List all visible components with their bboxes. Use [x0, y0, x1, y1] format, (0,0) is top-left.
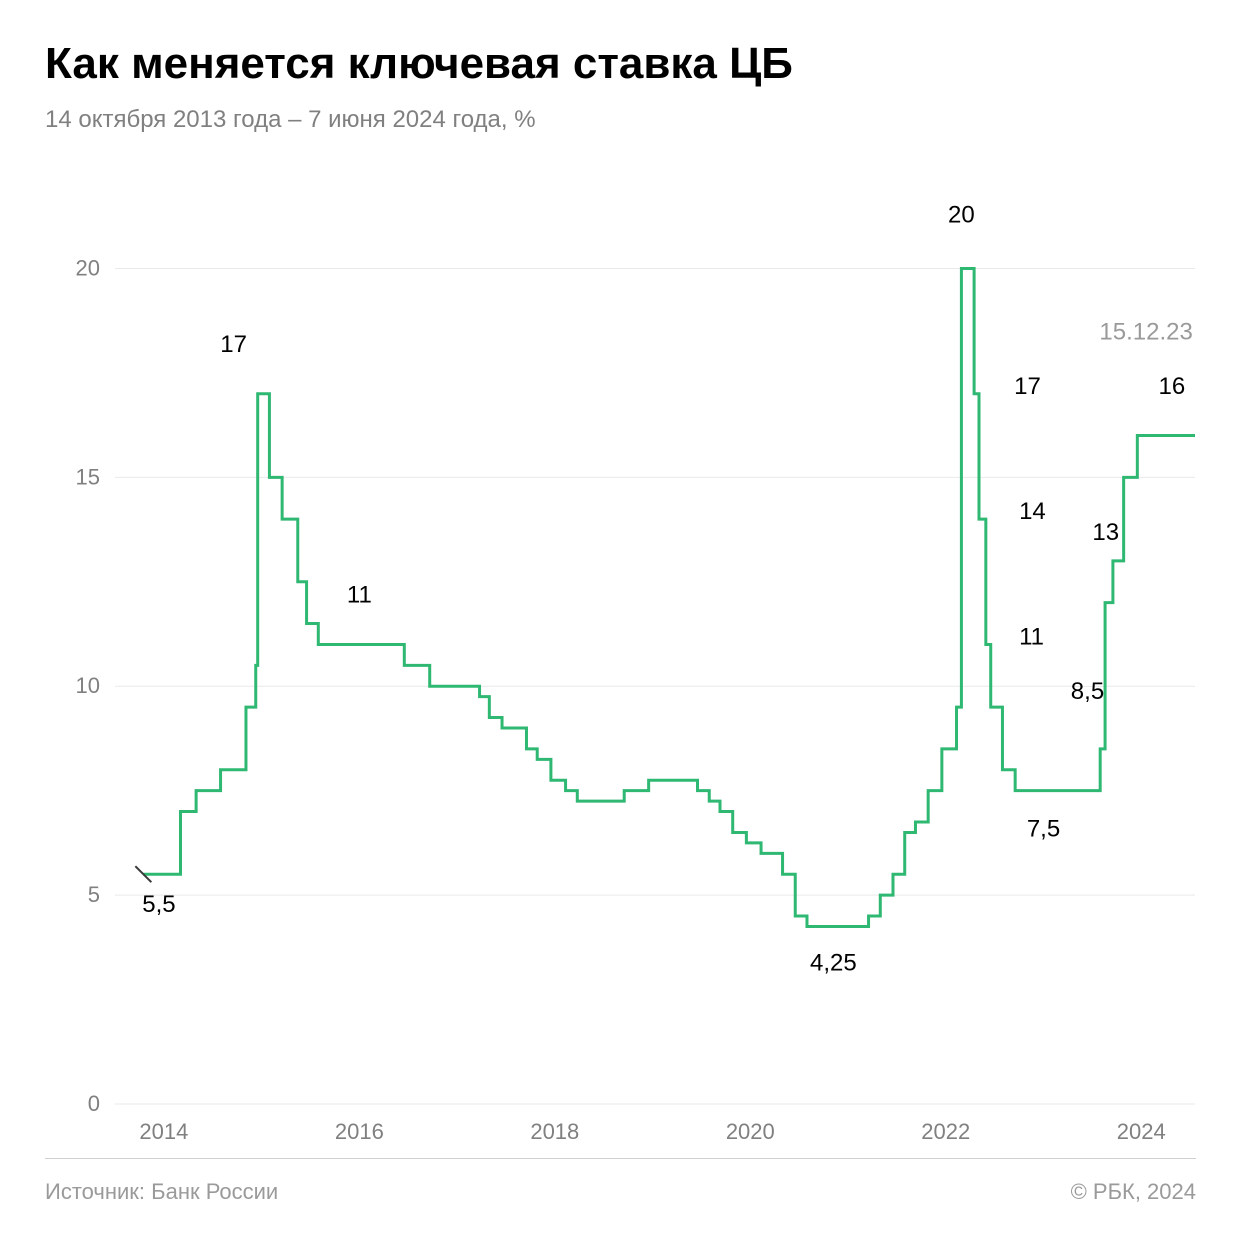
data-label: 4,25: [810, 950, 857, 977]
x-tick-label: 2014: [139, 1119, 188, 1144]
data-label: 20: [948, 202, 975, 229]
y-tick-label: 5: [88, 883, 100, 908]
chart-title: Как меняется ключевая ставка ЦБ: [45, 40, 1196, 88]
footer-source: Источник: Банк России: [45, 1179, 278, 1205]
x-tick-label: 2024: [1117, 1119, 1166, 1144]
chart-footer: Источник: Банк России © РБК, 2024: [45, 1158, 1196, 1205]
chart-area: 051015202014201620182020202220245,517114…: [45, 164, 1196, 1164]
data-label: 11: [347, 582, 372, 609]
data-label: 16: [1159, 373, 1186, 400]
footer-copyright: © РБК, 2024: [1071, 1179, 1196, 1205]
data-label: 17: [1014, 373, 1041, 400]
data-label: 13: [1092, 519, 1119, 546]
data-label: 7,5: [1027, 816, 1060, 843]
chart-subtitle: 14 октября 2013 года – 7 июня 2024 года,…: [45, 106, 1196, 134]
chart-svg: 051015202014201620182020202220245,517114…: [45, 164, 1200, 1164]
x-tick-label: 2022: [921, 1119, 970, 1144]
y-tick-label: 10: [76, 674, 100, 699]
data-label: 14: [1019, 499, 1046, 526]
y-tick-label: 20: [76, 256, 100, 281]
x-tick-label: 2018: [530, 1119, 579, 1144]
data-label: 15.12.23: [1099, 319, 1192, 346]
y-tick-label: 0: [88, 1091, 100, 1116]
data-label: 8,5: [1071, 678, 1104, 705]
data-label: 17: [220, 331, 247, 358]
data-label: 11: [1019, 624, 1044, 651]
x-tick-label: 2020: [726, 1119, 775, 1144]
data-label: 5,5: [142, 891, 175, 918]
y-tick-label: 15: [76, 465, 100, 490]
x-tick-label: 2016: [335, 1119, 384, 1144]
